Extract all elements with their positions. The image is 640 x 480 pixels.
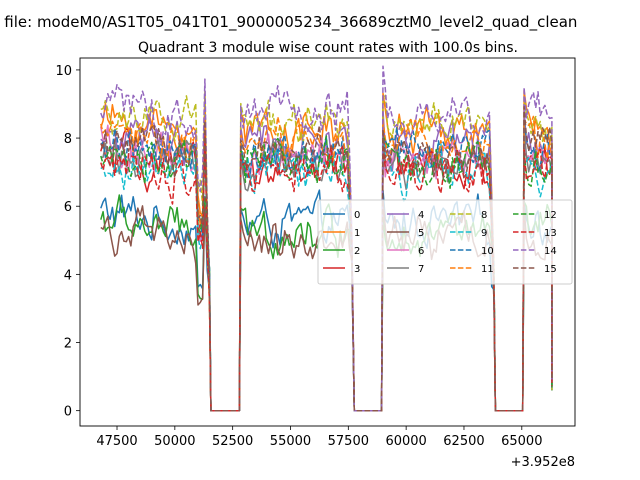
x-tick-label: 55000 (270, 434, 311, 449)
x-tick-label: 52500 (212, 434, 253, 449)
legend-label-4: 4 (418, 210, 424, 221)
legend-label-14: 14 (544, 246, 557, 257)
plot-frame (79, 57, 576, 427)
legend-label-5: 5 (418, 228, 424, 239)
x-tick-label: 50000 (154, 434, 195, 449)
x-tick-label: 60000 (385, 434, 426, 449)
y-tick-label: 4 (64, 268, 72, 283)
y-tick-label: 2 (64, 337, 72, 352)
legend-label-15: 15 (544, 264, 557, 275)
legend-label-13: 13 (544, 228, 557, 239)
series-line-14 (100, 65, 553, 412)
legend-label-11: 11 (481, 264, 494, 275)
x-tick-label: 65000 (501, 434, 542, 449)
legend-label-0: 0 (354, 210, 360, 221)
legend-label-12: 12 (544, 210, 557, 221)
legend-label-7: 7 (418, 264, 424, 275)
x-tick-label: 47500 (96, 434, 137, 449)
legend-label-2: 2 (354, 246, 360, 257)
series-line-15 (100, 106, 553, 412)
series-line-10 (100, 115, 553, 412)
series-line-13 (100, 135, 553, 412)
series-line-8 (100, 90, 553, 412)
chart-title: Quadrant 3 module wise count rates with … (138, 40, 518, 56)
legend-label-9: 9 (481, 228, 487, 239)
x-tick-label: 57500 (328, 434, 369, 449)
y-tick-label: 0 (64, 405, 72, 420)
x-axis: 47500 50000 52500 55000 57500 60000 62500 65000 (96, 426, 542, 449)
legend-label-1: 1 (354, 228, 360, 239)
legend-label-3: 3 (354, 264, 360, 275)
legend-box (317, 199, 573, 285)
legend-label-6: 6 (418, 246, 424, 257)
y-tick-label: 8 (64, 132, 72, 147)
legend-label-8: 8 (481, 210, 487, 221)
y-axis: 0 2 4 6 8 10 (55, 64, 80, 420)
y-tick-label: 6 (64, 200, 72, 215)
x-tick-label: 62500 (443, 434, 484, 449)
plot-lines (100, 65, 553, 412)
legend-label-10: 10 (481, 246, 494, 257)
y-tick-label: 10 (55, 64, 72, 79)
chart-suptitle: n file: modeM0/AS1T05_041T01_9000005234_… (0, 13, 577, 32)
x-offset-label: +3.952e8 (511, 455, 575, 470)
